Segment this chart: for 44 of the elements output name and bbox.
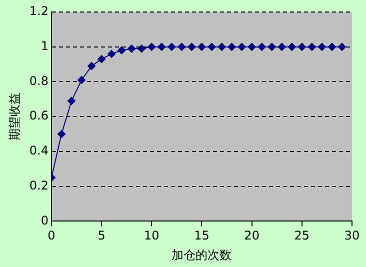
point [208,42,216,51]
point [58,130,66,138]
point [178,42,186,51]
y-axis-title: 期望收益 [7,92,22,141]
point [328,42,336,51]
y-tick-label: 1 [40,38,48,53]
point [78,76,86,84]
point [238,42,246,51]
y-tick-label: 0.2 [29,178,48,192]
point [138,44,146,53]
x-tick-label: 25 [294,228,310,243]
point [338,42,346,51]
point [168,42,176,51]
y-tick-label: 0.4 [29,144,48,158]
point [118,46,126,54]
point [258,42,266,51]
point [198,42,206,51]
x-tick-label: 10 [144,228,160,243]
point [108,50,116,58]
point [68,96,76,105]
point [248,42,256,51]
point [318,42,326,51]
y-tick-label: 0.8 [29,74,48,88]
point [268,42,276,51]
point [188,42,196,51]
point [308,42,316,51]
point [228,42,236,51]
x-tick-label: 30 [344,228,360,243]
point [288,42,296,51]
point [98,55,106,64]
x-axis-title: 加仓的次数 [172,248,232,262]
point [148,42,156,51]
point [88,62,96,70]
y-tick-label: 0 [40,213,48,228]
point [298,42,306,51]
x-tick-label: 15 [194,228,210,243]
point [128,44,136,53]
y-tick-label: 0.6 [29,108,48,123]
point [218,42,226,51]
point [158,42,166,51]
point [278,42,286,51]
y-tick-label: 1.2 [29,4,48,18]
x-tick-label: 20 [244,228,260,243]
x-tick-label: 5 [98,228,106,243]
